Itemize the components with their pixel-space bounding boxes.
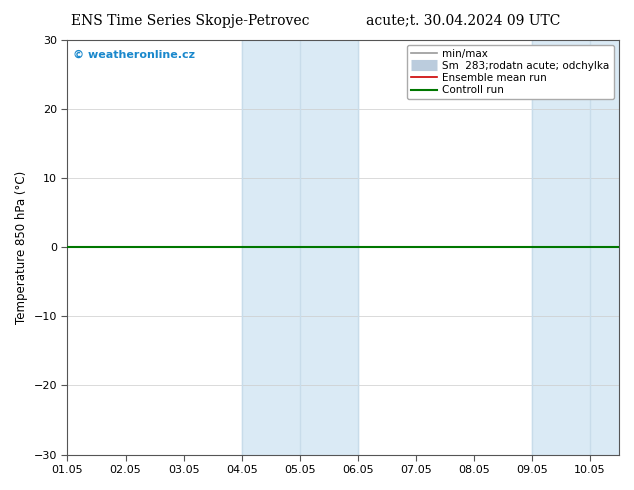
Text: acute;t. 30.04.2024 09 UTC: acute;t. 30.04.2024 09 UTC <box>366 14 560 28</box>
Y-axis label: Temperature 850 hPa (°C): Temperature 850 hPa (°C) <box>15 171 28 324</box>
Bar <box>532 40 619 455</box>
Text: © weatheronline.cz: © weatheronline.cz <box>73 50 195 60</box>
Legend: min/max, Sm  283;rodatn acute; odchylka, Ensemble mean run, Controll run: min/max, Sm 283;rodatn acute; odchylka, … <box>407 45 614 99</box>
Bar <box>242 40 358 455</box>
Text: ENS Time Series Skopje-Petrovec: ENS Time Series Skopje-Petrovec <box>71 14 309 28</box>
